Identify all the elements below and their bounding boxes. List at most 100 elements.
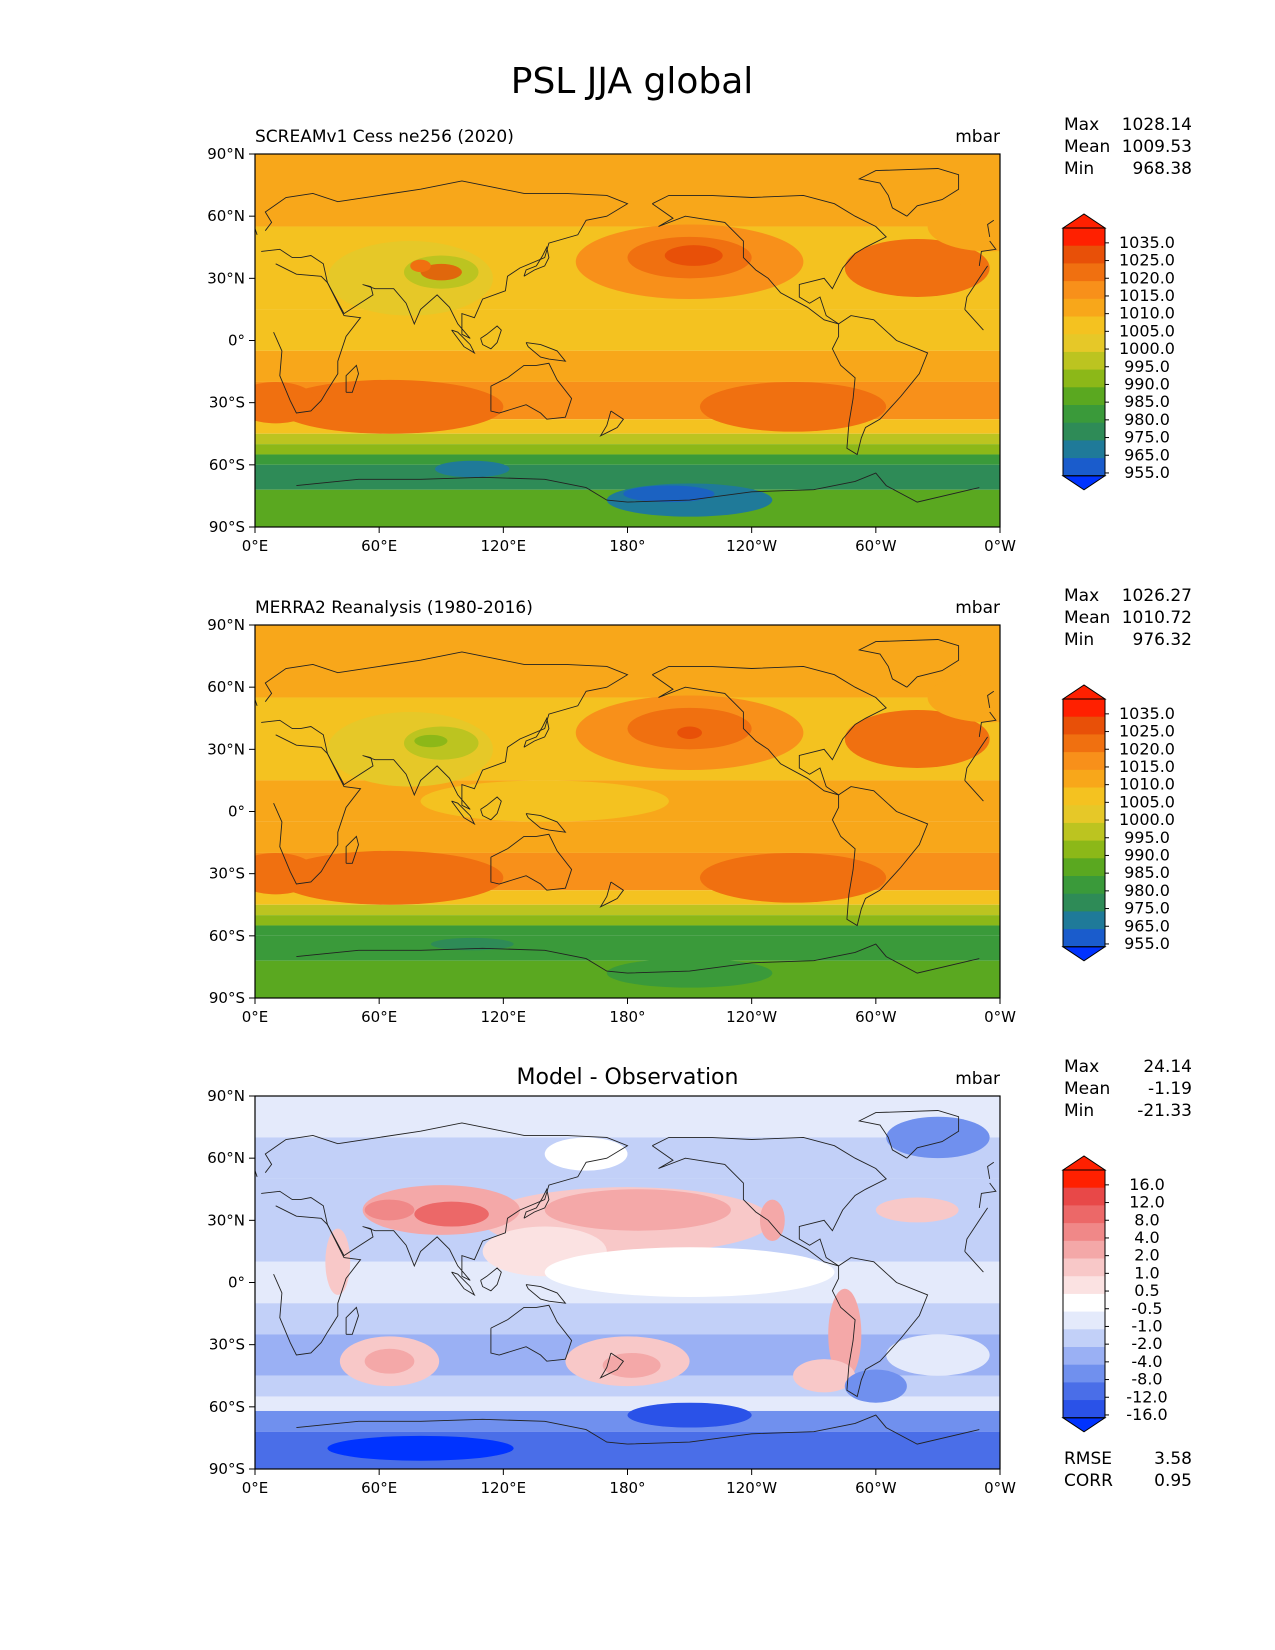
coastline-1 [261, 180, 997, 339]
colorbar-label: 16.0 [1129, 1175, 1165, 1194]
panel-title: MERRA2 Reanalysis (1980-2016) [255, 598, 533, 618]
map-panel-1: 0°E 60°E 120°E 180° 120°W 60°W 0°W 90°N 60°N 30°N… [207, 115, 1192, 555]
y-tick-label: 0° [228, 803, 245, 821]
colorbar-segment [1063, 1293, 1105, 1313]
colorbar-segment [1063, 1170, 1105, 1189]
stat-value: 1028.14 [1122, 115, 1192, 135]
coastline-9 [451, 1271, 476, 1297]
colorbar-segment [1063, 752, 1105, 771]
colorbar-segment [1063, 369, 1105, 388]
figure-title: PSL JJA global [511, 61, 754, 102]
coastline-8 [480, 1267, 502, 1292]
y-tick-label: 90°S [209, 518, 245, 536]
colorbar-segment [1063, 263, 1105, 282]
x-tick-label: 0°W [984, 1479, 1016, 1497]
coastline-0 [273, 263, 988, 414]
colorbar-segment [1063, 422, 1105, 441]
contour-field [255, 625, 1000, 998]
contour-field [255, 154, 1000, 527]
stat-value: 24.14 [1143, 1057, 1192, 1077]
panel-units: mbar [955, 598, 1000, 618]
x-tick-label: 60°W [855, 537, 897, 555]
colorbar-segment [1063, 440, 1105, 459]
colorbar-segment [1063, 1258, 1105, 1277]
colorbar-segment [1063, 1276, 1105, 1295]
coastline-8 [480, 796, 502, 821]
colorbar-label: 1020.0 [1119, 739, 1175, 758]
coastline-0 [273, 1205, 988, 1356]
colorbar-frame [1062, 227, 1106, 477]
coastline-9 [451, 800, 476, 826]
colorbar-label: 955.0 [1124, 463, 1170, 482]
colorbar-label: 975.0 [1124, 899, 1170, 918]
colorbar-segment [1063, 893, 1105, 912]
stat-value: 1010.72 [1122, 608, 1192, 628]
colorbar-label: 1005.0 [1119, 792, 1175, 811]
colorbar-segment [1063, 298, 1105, 317]
colorbar-segment [1063, 805, 1105, 824]
coastline-2 [490, 833, 573, 891]
colorbar: 16.012.08.04.02.01.00.5-0.5-1.0-2.0-4.0-… [1061, 1155, 1168, 1433]
colorbar-label: 1035.0 [1119, 704, 1175, 723]
x-tick-label: 0°W [984, 537, 1016, 555]
stat-label: Max [1064, 115, 1099, 135]
colorbar-label: 985.0 [1124, 863, 1170, 882]
stat-value: 976.32 [1133, 630, 1192, 650]
colorbar-label: 990.0 [1124, 845, 1170, 864]
colorbar-label: 1035.0 [1119, 233, 1175, 252]
x-tick-label: 180° [609, 1479, 645, 1497]
coastline-5 [857, 639, 960, 688]
colorbar-label: 965.0 [1124, 445, 1170, 464]
coastline-11 [345, 835, 359, 864]
colorbar-label: 1000.0 [1119, 339, 1175, 358]
colorbar-segment [1063, 1240, 1105, 1259]
y-tick-label: 30°S [209, 394, 245, 412]
colorbar-segment [1063, 1187, 1105, 1206]
colorbar-segment [1063, 1400, 1105, 1419]
y-tick-label: 0° [228, 1274, 245, 1292]
stat-value: -1.19 [1148, 1079, 1192, 1099]
coastline-6 [296, 1414, 980, 1445]
stat-value: -21.33 [1137, 1101, 1192, 1121]
stat-label: Mean [1064, 608, 1110, 628]
colorbar-label: 1015.0 [1119, 286, 1175, 305]
colorbar-label: -0.5 [1131, 1299, 1162, 1318]
colorbar-label: -1.0 [1131, 1316, 1162, 1335]
coastline-12 [599, 410, 625, 437]
stat-value: 1026.27 [1122, 586, 1192, 606]
x-tick-label: 60°W [855, 1008, 897, 1026]
y-tick-label: 60°S [209, 456, 245, 474]
colorbar-label: 1010.0 [1119, 304, 1175, 323]
coastline-10 [525, 342, 567, 362]
colorbar-label: 990.0 [1124, 374, 1170, 393]
y-tick-label: 90°N [207, 145, 245, 163]
colorbar-segment [1063, 1364, 1105, 1383]
stat-value: 968.38 [1133, 159, 1192, 179]
x-tick-label: 0°E [242, 1479, 269, 1497]
colorbar-label: 995.0 [1124, 357, 1170, 376]
panel-units: mbar [955, 1069, 1000, 1089]
stat-label: Mean [1064, 137, 1110, 157]
colorbar-label: 1000.0 [1119, 810, 1175, 829]
colorbar: 1035.01025.01020.01015.01010.01005.01000… [1061, 684, 1175, 962]
coastline-11 [345, 1306, 359, 1335]
x-tick-label: 60°E [361, 537, 397, 555]
x-tick-label: 180° [609, 1008, 645, 1026]
coastline-4 [831, 1257, 929, 1398]
colorbar-label: 1020.0 [1119, 268, 1175, 287]
coastline-9 [451, 329, 476, 355]
colorbar-segment [1063, 228, 1105, 247]
colorbar-frame [1062, 1169, 1106, 1419]
colorbar-extend-top [1061, 213, 1107, 229]
colorbar-label: 1025.0 [1119, 722, 1175, 741]
colorbar-label: 4.0 [1134, 1228, 1159, 1247]
colorbar-segment [1063, 840, 1105, 859]
colorbar-label: 985.0 [1124, 392, 1170, 411]
colorbar-segment [1063, 245, 1105, 264]
x-tick-label: 120°E [481, 1479, 527, 1497]
coastlines [255, 639, 997, 974]
stat-value: 1009.53 [1122, 137, 1192, 157]
coastline-5 [857, 1110, 960, 1159]
x-tick-label: 60°E [361, 1008, 397, 1026]
panel-units: mbar [955, 127, 1000, 147]
